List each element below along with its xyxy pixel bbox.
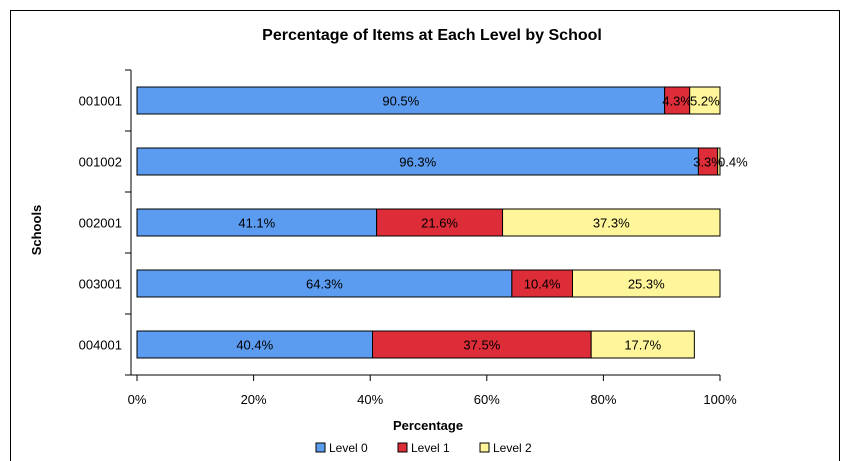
legend-swatch <box>315 442 326 453</box>
bar-level-2 <box>572 269 721 298</box>
data-label: 5.2% <box>690 94 720 109</box>
data-label: 37.5% <box>463 338 500 353</box>
bar-level-2 <box>689 86 721 115</box>
x-tick-label: 40% <box>357 392 383 407</box>
bar-level-2 <box>590 330 695 359</box>
plot-area: 001001 001002 002001 003001 004001 0% 20% 40% 60… <box>79 69 748 407</box>
bar-level-2 <box>717 147 721 176</box>
data-label: 21.6% <box>421 216 458 231</box>
data-label: 3.3% <box>693 155 723 170</box>
y-tick-label: 001001 <box>79 94 122 109</box>
legend: Level 0 Level 1 Level 2 <box>315 441 532 455</box>
x-tick-label: 20% <box>241 392 267 407</box>
data-label: 37.3% <box>593 216 630 231</box>
bar-level-1 <box>372 330 592 359</box>
data-label: 10.4% <box>524 277 561 292</box>
y-tick-label: 004001 <box>79 338 122 353</box>
bar-level-1 <box>376 208 504 237</box>
data-label: 64.3% <box>306 277 343 292</box>
data-label: 41.1% <box>238 216 275 231</box>
y-tick-label: 002001 <box>79 216 122 231</box>
x-tick-label: 0% <box>128 392 147 407</box>
top-strip <box>0 0 847 10</box>
bar-level-2 <box>502 208 721 237</box>
legend-swatch <box>397 442 408 453</box>
legend-label: Level 1 <box>411 441 450 455</box>
data-label: 96.3% <box>399 155 436 170</box>
legend-swatch <box>479 442 490 453</box>
bar-level-0 <box>136 269 513 298</box>
x-tick-label: 60% <box>474 392 500 407</box>
data-label: 40.4% <box>236 338 273 353</box>
chart-title: Percentage of Items at Each Level by Sch… <box>262 27 602 44</box>
legend-label: Level 2 <box>493 441 532 455</box>
y-axis-title: Schools <box>29 205 44 256</box>
data-label: 0.4% <box>718 155 748 170</box>
legend-label: Level 0 <box>329 441 368 455</box>
y-tick-label: 003001 <box>79 277 122 292</box>
bar-level-1 <box>511 269 574 298</box>
bar-level-0 <box>136 208 378 237</box>
y-tick-label: 001002 <box>79 155 122 170</box>
data-label: 25.3% <box>628 277 665 292</box>
bar-level-0 <box>136 330 374 359</box>
x-axis-title: Percentage <box>393 418 463 433</box>
x-tick-label: 80% <box>590 392 616 407</box>
data-label: 4.3% <box>662 94 692 109</box>
x-tick-label: 100% <box>703 392 737 407</box>
data-label: 90.5% <box>382 94 419 109</box>
data-label: 17.7% <box>624 338 661 353</box>
